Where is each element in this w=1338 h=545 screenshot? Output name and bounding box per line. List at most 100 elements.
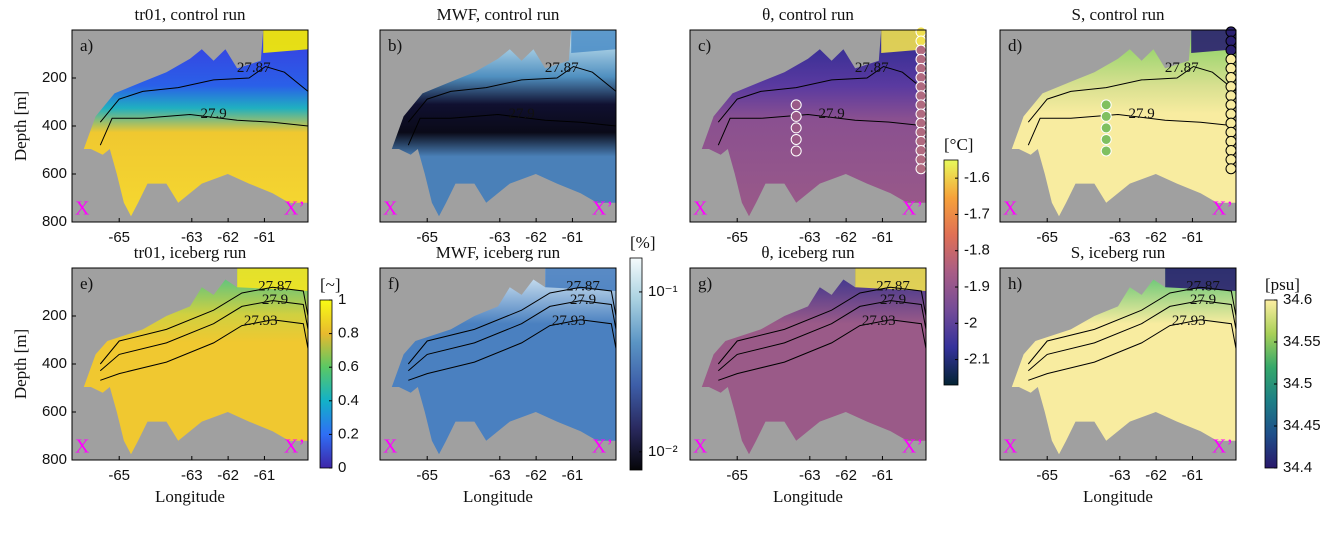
contour-line [407,300,617,372]
x-tick-label: -65 [726,467,748,484]
station-marker [915,35,927,47]
panel-label: a) [80,36,93,55]
section-start: X [1003,198,1018,220]
x-tick-label: -61 [254,467,276,484]
y-axis-label: Depth [m] [11,329,30,399]
colorbar-tick-label: 10⁻¹ [648,283,678,300]
panel-title: θ, control run [762,5,854,24]
contour-line [99,113,309,146]
contour-line [1028,319,1237,381]
colorbar-tick-label: 0.6 [338,358,359,375]
station-marker [1225,72,1237,84]
station-marker [915,90,927,102]
section-end: X’ [1212,436,1233,458]
section-start: X [75,436,90,458]
panel-title: θ, iceberg run [761,243,855,262]
colorbar-tick-label: 1 [338,291,346,308]
contour-label: 27.87 [1186,279,1220,295]
contour-line [408,319,617,381]
section-field [701,268,926,455]
colorbar-tick-label: 0.8 [338,325,359,342]
contour-label: 27.87 [876,279,910,295]
section-end: X’ [592,436,613,458]
y-axis-label: Depth [m] [11,91,30,161]
station-marker [915,108,927,120]
section-end: X’ [284,436,305,458]
contour-line [717,113,927,146]
colorbar-tick-label: 0.2 [338,425,359,442]
section-field [83,268,308,455]
section-start: X [75,198,90,220]
surface-patch [881,30,926,53]
surface-patch [571,30,616,53]
x-tick-label: -63 [489,229,511,246]
colorbar-label: [%] [630,233,655,252]
x-tick-label: -65 [108,229,130,246]
x-tick-label: -61 [1182,467,1204,484]
x-axis-label: Longitude [463,487,533,506]
station-marker [1225,26,1237,38]
contour-line [407,286,617,365]
panel-label: b) [388,36,402,55]
contour-label: 27.87 [855,60,889,76]
axes-frame [379,29,617,223]
colorbar-tick-label: -1.7 [964,205,990,222]
contour-label: 27.93 [244,313,278,329]
panel-label: g) [698,274,712,293]
contour-line [1027,286,1237,365]
panel-title: tr01, control run [135,5,246,24]
x-tick-label: -62 [217,229,239,246]
station-marker [1100,110,1112,122]
panel-label: c) [698,36,711,55]
colorbar-label: [~] [320,275,341,294]
station-marker [1225,135,1237,147]
contour-line [1027,300,1237,372]
contour-line [1027,113,1237,146]
x-tick-label: -62 [835,229,857,246]
contour-label: 27.9 [1128,106,1154,122]
x-tick-label: -61 [254,229,276,246]
x-tick-label: -62 [1145,229,1167,246]
colorbar-tick-label: -1.6 [964,169,990,186]
x-tick-label: -63 [181,229,203,246]
station-marker [915,117,927,129]
station-marker [790,122,802,134]
surface-patch [237,268,308,291]
x-tick-label: -62 [217,467,239,484]
colorbar-tick-label: 34.55 [1283,333,1321,350]
y-tick-label: 600 [42,403,67,420]
colorbar-tick-label: -2.1 [964,351,990,368]
x-tick-label: -63 [181,467,203,484]
section-field [391,268,616,455]
station-marker [915,62,927,74]
contour-label: 27.9 [818,106,844,122]
section-end: X’ [902,436,923,458]
x-tick-label: -61 [872,467,894,484]
colorbar-tick-label: 34.4 [1283,459,1312,476]
station-marker [1225,35,1237,47]
colorbar-tick-label: -1.9 [964,278,990,295]
station-marker [1100,145,1112,157]
x-tick-label: -62 [525,467,547,484]
x-tick-label: -65 [1036,229,1058,246]
station-marker [915,44,927,56]
station-marker [1225,144,1237,156]
colorbar [319,299,333,469]
station-marker [915,154,927,166]
x-tick-label: -63 [799,467,821,484]
contour-label: 27.87 [566,279,600,295]
station-marker [1100,122,1112,134]
section-end: X’ [1212,198,1233,220]
colorbar-tick-label: -1.8 [964,242,990,259]
station-marker [915,135,927,147]
contour-line [717,286,927,365]
contour-line [717,300,927,372]
y-tick-label: 200 [42,307,67,324]
x-tick-label: -63 [799,229,821,246]
contour-line [718,319,927,381]
panel-title: tr01, iceberg run [134,243,247,262]
